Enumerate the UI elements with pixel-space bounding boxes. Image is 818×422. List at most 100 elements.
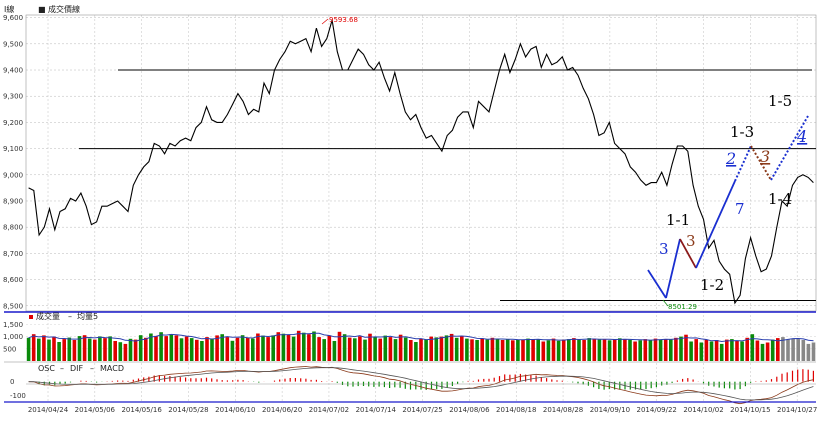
- macd-osc-bar: [111, 380, 113, 382]
- macd-osc-bar: [535, 375, 537, 382]
- price-tick-label: 9,200: [3, 119, 23, 127]
- macd-osc-bar: [148, 376, 150, 382]
- volume-bar: [714, 340, 719, 361]
- volume-bar: [745, 337, 749, 361]
- volume-bar: [266, 337, 270, 361]
- volume-bar: [582, 340, 586, 361]
- volume-bar: [128, 338, 133, 361]
- price-legend-label: 成交價線: [48, 4, 80, 14]
- volume-legend-sep: –: [68, 312, 72, 321]
- volume-bar: [719, 343, 724, 361]
- macd-osc-bar: [305, 378, 307, 382]
- low-marker-line: [662, 299, 669, 307]
- macd-osc-bar: [457, 381, 459, 384]
- volume-bar: [378, 338, 382, 361]
- macd-osc-bar: [179, 377, 181, 382]
- volume-bar: [403, 337, 408, 361]
- volume-bar: [240, 335, 245, 361]
- volume-bar: [439, 336, 444, 361]
- volume-bar: [189, 338, 194, 361]
- volume-bar: [597, 339, 602, 361]
- macd-osc-bar: [158, 375, 160, 382]
- volume-bar: [215, 335, 219, 361]
- volume-bar: [541, 341, 546, 361]
- volume-bar: [87, 338, 92, 361]
- annotation-wave-3-dotted: 3: [760, 147, 770, 166]
- price-y-axis: 9,600 9,500 9,400 9,300 9,200 9,100 9,000 8,900…: [3, 14, 23, 310]
- volume-bar: [485, 339, 490, 361]
- price-tick-label: 8,900: [3, 197, 23, 205]
- high-label: 9593.68: [329, 16, 358, 24]
- price-tick-label: 8,800: [3, 224, 23, 232]
- volume-bar: [454, 337, 459, 361]
- volume-bar: [755, 340, 760, 361]
- macd-osc-bar: [504, 374, 506, 382]
- macd-osc-bar: [232, 380, 234, 382]
- low-label: 8501.29: [668, 303, 697, 311]
- macd-osc-bar: [483, 378, 485, 382]
- volume-bar: [342, 334, 347, 361]
- high-marker-line: [321, 18, 329, 25]
- macd-osc-bar: [420, 381, 422, 390]
- volume-bar: [398, 334, 403, 361]
- macd-osc-bar: [593, 381, 595, 388]
- macd-osc-bar: [399, 381, 401, 388]
- volume-bar: [460, 336, 464, 361]
- volume-bar: [618, 338, 622, 361]
- macd-osc-bar: [608, 381, 610, 390]
- annotation-1-5: 1-5: [768, 92, 792, 110]
- macd-osc-bar: [373, 381, 375, 387]
- volume-bar: [511, 340, 515, 361]
- macd-osc-bar: [493, 377, 495, 382]
- wave-dotted-4: [770, 115, 809, 181]
- macd-osc-bar: [389, 381, 391, 388]
- macd-osc-bar: [221, 380, 223, 382]
- x-tick-label: 2014/09/10: [590, 406, 630, 414]
- volume-bar: [521, 339, 525, 361]
- volume-bar: [480, 338, 484, 361]
- macd-osc-bar: [96, 381, 98, 383]
- macd-osc-bar: [802, 369, 804, 382]
- macd-osc-bar: [300, 378, 302, 382]
- volume-bar: [42, 335, 46, 361]
- volume-bar: [551, 338, 556, 361]
- macd-osc-bar: [587, 381, 589, 386]
- macd-osc-bar: [315, 379, 317, 382]
- volume-bar: [230, 340, 235, 361]
- macd-osc-bar: [132, 379, 134, 382]
- volume-bar: [424, 339, 428, 361]
- annotation-1-3: 1-3: [730, 123, 754, 141]
- volume-bar: [195, 339, 199, 361]
- macd-osc-bar: [38, 381, 40, 385]
- volume-bar: [689, 341, 693, 361]
- volume-bar: [556, 340, 561, 361]
- macd-osc-bar: [765, 380, 767, 382]
- volume-bar: [327, 335, 332, 361]
- gridlines: [26, 15, 816, 402]
- macd-osc-bar: [666, 381, 668, 385]
- volume-bar: [118, 342, 123, 361]
- macd-osc-bar: [572, 381, 574, 383]
- horizontal-levels: [79, 69, 816, 302]
- volume-bar: [725, 339, 729, 361]
- macd-osc-bar: [640, 381, 642, 390]
- volume-bar: [740, 341, 744, 361]
- volume-bar: [750, 334, 755, 361]
- volume-bar: [179, 338, 184, 361]
- volume-bar: [612, 339, 617, 361]
- x-tick-label: 2014/08/06: [449, 406, 490, 414]
- price-tick-label: 8,500: [3, 302, 23, 310]
- macd-legend-osc: OSC: [38, 364, 55, 373]
- price-tick-label: 9,300: [3, 93, 23, 101]
- volume-bar: [205, 337, 209, 361]
- macd-osc-bar: [258, 381, 260, 383]
- volume-bar: [648, 340, 653, 361]
- volume-bar: [271, 335, 275, 361]
- volume-bar: [200, 341, 204, 361]
- price-series-line: [28, 20, 814, 305]
- macd-legend-dif: DIF: [70, 364, 84, 373]
- macd-osc-bar: [614, 381, 616, 390]
- macd-osc-bar: [629, 381, 631, 390]
- volume-bar: [444, 335, 449, 361]
- macd-osc-bar: [205, 377, 208, 382]
